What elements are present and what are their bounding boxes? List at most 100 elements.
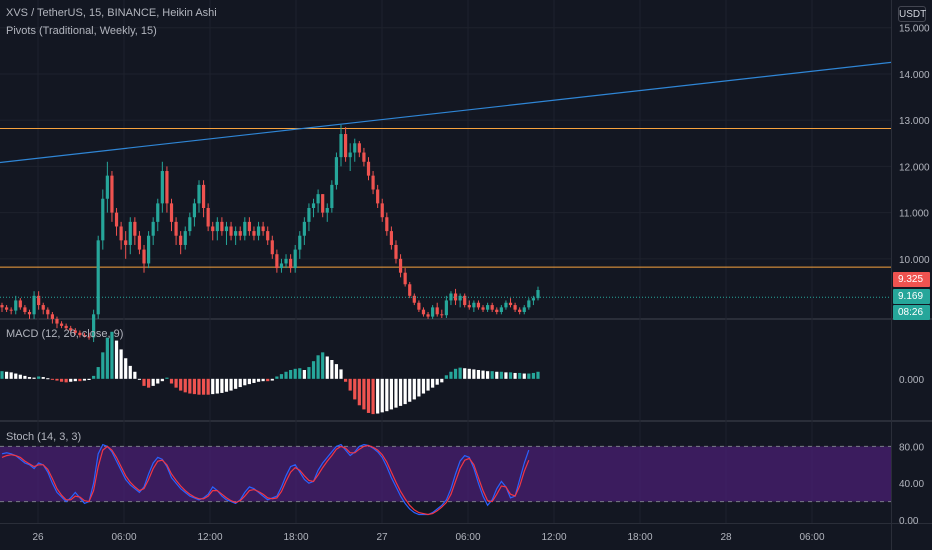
candle-body — [380, 203, 384, 218]
candle-body — [490, 305, 494, 310]
stoch-legend[interactable]: Stoch (14, 3, 3) — [6, 431, 81, 443]
candle-body — [183, 231, 187, 245]
macd-histogram-bar — [220, 378, 224, 393]
macd-histogram-bar — [119, 349, 123, 379]
macd-histogram-bar — [224, 378, 229, 392]
macd-histogram-bar — [46, 378, 50, 380]
price-axis-label: 12.000 — [899, 162, 930, 173]
macd-histogram-bar — [325, 356, 329, 379]
macd-histogram-bar — [243, 378, 247, 386]
macd-histogram-bar — [476, 370, 481, 379]
stoch-axis-label: 80.00 — [899, 442, 924, 453]
candle-body — [142, 249, 146, 264]
macd-histogram-bar — [18, 374, 22, 379]
macd-histogram-bar — [472, 369, 476, 379]
main-legend[interactable]: XVS / TetherUS, 15, BINANCE, Heikin Ashi — [6, 7, 217, 19]
macd-histogram-bar — [302, 370, 306, 379]
pivots-legend[interactable]: Pivots (Traditional, Weekly, 15) — [6, 25, 157, 37]
candle-body — [431, 307, 435, 317]
macd-histogram-bar — [211, 378, 215, 395]
candle-body — [435, 307, 439, 315]
macd-histogram-bar — [467, 368, 471, 379]
macd-histogram-bar — [389, 378, 394, 410]
candle-body — [316, 194, 320, 204]
currency-button[interactable]: USDT — [898, 6, 926, 22]
candle-body — [64, 325, 68, 329]
candle-body — [311, 203, 316, 208]
macd-histogram-bar — [160, 378, 164, 382]
candle-body — [146, 235, 151, 264]
candle-body — [389, 231, 394, 245]
macd-histogram-bar — [307, 367, 311, 379]
candle-body — [41, 305, 45, 310]
candle-body — [82, 335, 87, 337]
macd-histogram-bar — [192, 378, 197, 395]
candle-body — [234, 231, 238, 236]
candle-body — [270, 240, 274, 255]
macd-histogram-bar — [101, 352, 105, 379]
price-axis-label: 11.000 — [899, 209, 929, 220]
candle-body — [215, 221, 219, 232]
time-axis-label: 27 — [376, 532, 388, 543]
candle-body — [467, 305, 471, 308]
candle-body — [357, 143, 361, 153]
candle-body — [394, 244, 398, 259]
candle-body — [289, 258, 293, 269]
time-axis-label: 06:00 — [111, 532, 136, 543]
candle-body — [18, 300, 22, 308]
macd-histogram-bar — [508, 372, 513, 379]
candle-body — [298, 235, 302, 250]
macd-histogram-bar — [146, 378, 151, 388]
time-axis-label: 12:00 — [197, 532, 222, 543]
candle-body — [330, 184, 334, 208]
macd-histogram-bar — [527, 373, 531, 379]
macd-histogram-bar — [279, 374, 284, 379]
candle-body — [421, 309, 426, 315]
macd-histogram-bar — [37, 376, 41, 379]
candle-body — [325, 207, 329, 213]
candle-body — [385, 217, 389, 232]
macd-histogram-bar — [463, 368, 467, 379]
macd-histogram-bar — [380, 378, 384, 413]
macd-histogram-bar — [339, 369, 343, 379]
macd-histogram-bar — [453, 368, 458, 379]
candle-body — [128, 221, 132, 245]
macd-histogram-bar — [64, 378, 68, 383]
stoch-legend-title: Stoch (14, 3, 3) — [6, 431, 82, 443]
candle-body — [46, 309, 50, 315]
macd-histogram-bar — [261, 378, 265, 382]
candle-body — [247, 221, 251, 232]
candle-body — [412, 295, 416, 303]
time-axis-label: 06:00 — [455, 532, 480, 543]
candle-body — [96, 240, 100, 315]
macd-histogram-bar — [376, 378, 380, 414]
macd-histogram-bar — [55, 378, 59, 381]
macd-legend[interactable]: MACD (12, 26, close, 9) — [6, 328, 123, 340]
candle-body — [343, 134, 348, 158]
candle-body — [0, 305, 4, 308]
stoch-axis-label: 40.00 — [899, 479, 924, 490]
candle-body — [14, 300, 18, 311]
candle-body — [101, 198, 105, 241]
macd-histogram-bar — [201, 378, 206, 395]
macd-histogram-bar — [4, 371, 9, 379]
macd-histogram-bar — [9, 372, 13, 379]
candle-body — [266, 231, 270, 241]
candle-body — [321, 194, 325, 213]
candle-body — [531, 298, 536, 301]
macd-histogram-bar — [252, 378, 256, 383]
macd-histogram-bar — [293, 368, 297, 379]
macd-histogram-bar — [50, 378, 54, 380]
candle-body — [119, 226, 123, 241]
candle-body — [261, 226, 265, 232]
candle-body — [165, 171, 169, 204]
candle-body — [275, 254, 279, 269]
candle-body — [211, 226, 215, 232]
macd-histogram-bar — [133, 371, 137, 379]
macd-histogram-bar — [289, 370, 293, 379]
candle-body — [92, 314, 96, 338]
macd-histogram-bar — [486, 371, 490, 379]
candle-body — [426, 314, 430, 317]
macd-histogram-bar — [330, 360, 334, 379]
